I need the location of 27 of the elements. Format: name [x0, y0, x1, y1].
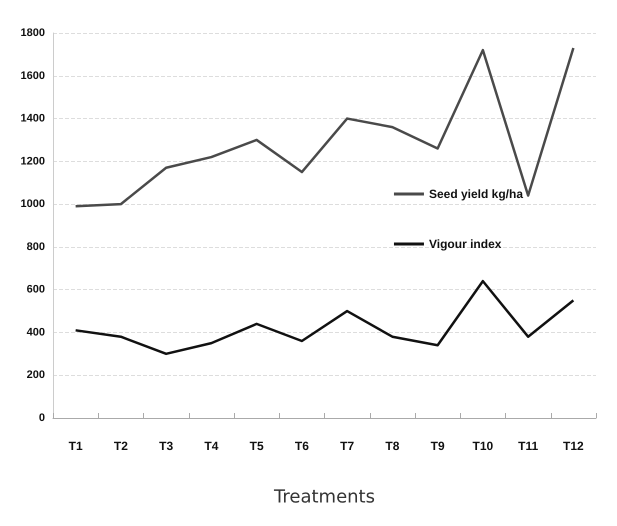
y-tick-label: 1400: [20, 112, 45, 125]
x-tick-label: T9: [430, 439, 445, 453]
legend-label: Vigour index: [428, 237, 502, 251]
x-tick-label: T7: [340, 439, 354, 453]
x-tick-label: T8: [385, 439, 400, 453]
x-tick-label: T6: [294, 439, 310, 453]
line-series: [74, 280, 575, 356]
x-tick-label: T1: [68, 439, 83, 453]
x-tick-label: T3: [159, 439, 174, 453]
x-tick-label: T11: [518, 439, 538, 453]
x-tick-label: T2: [114, 439, 128, 453]
line-series: [74, 46, 575, 208]
y-tick-label: 800: [26, 240, 45, 253]
x-tick-label: T12: [563, 439, 584, 453]
y-tick-label: 0: [38, 412, 45, 424]
x-axis-title: Treatments: [273, 486, 375, 508]
y-tick-label: 1200: [20, 155, 45, 168]
y-tick-label: 1600: [20, 70, 45, 82]
y-tick-label: 600: [26, 284, 45, 296]
y-tick-label: 1800: [20, 27, 45, 39]
y-tick-label: 1000: [20, 198, 45, 210]
x-tick-label: T5: [250, 439, 264, 453]
x-tick-label: T4: [204, 439, 219, 453]
y-tick-label: 200: [26, 369, 45, 382]
x-tick-label: T10: [472, 439, 494, 453]
legend-label: Seed yield kg/ha: [428, 187, 524, 201]
y-tick-label: 400: [26, 326, 45, 338]
